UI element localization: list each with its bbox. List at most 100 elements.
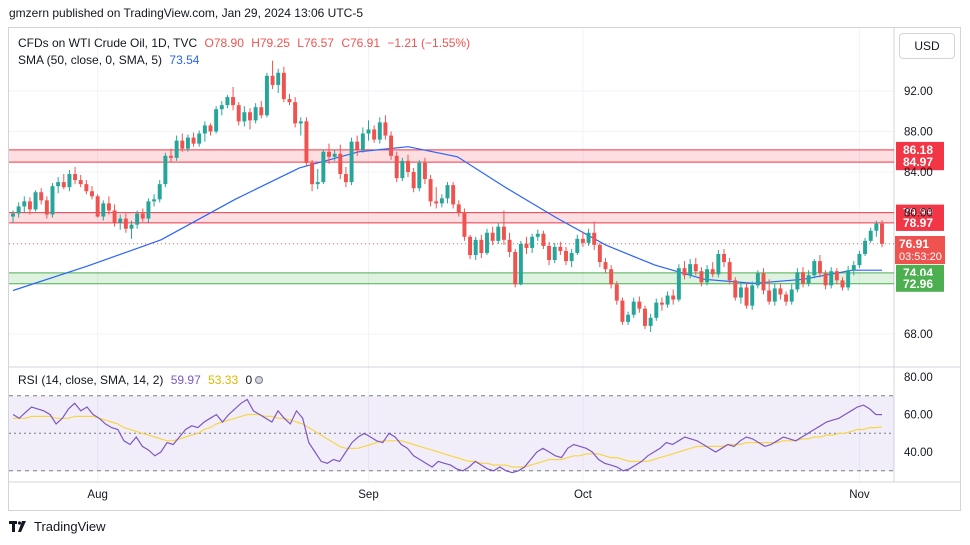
candle-body <box>626 314 631 322</box>
candle <box>191 132 196 147</box>
candle-body <box>11 213 15 217</box>
candle <box>626 311 631 325</box>
candle-body <box>637 301 642 309</box>
candle <box>360 127 365 153</box>
candle-body <box>101 203 106 217</box>
candle-body <box>750 285 755 306</box>
candle-body <box>767 290 772 302</box>
candle <box>349 137 354 186</box>
candle <box>631 297 636 318</box>
candle <box>434 187 439 209</box>
candle <box>784 291 789 306</box>
candle <box>834 268 839 285</box>
candle <box>637 296 642 313</box>
footer: TradingView <box>9 519 106 534</box>
candle-body <box>558 246 563 251</box>
candle <box>84 180 89 195</box>
candle-body <box>281 72 286 100</box>
price-axis-tick-label: 92.00 <box>904 86 933 98</box>
sma-legend: SMA (50, close, 0, SMA, 5) 73.54 <box>18 53 203 67</box>
candle-body <box>253 107 258 121</box>
candle-body <box>507 239 512 252</box>
candle <box>163 152 168 188</box>
candle-body <box>16 206 21 214</box>
candle <box>50 183 55 218</box>
candle <box>665 291 670 308</box>
candle <box>208 123 213 136</box>
candle-body <box>157 184 162 200</box>
candle-body <box>812 261 817 276</box>
candle <box>733 277 738 301</box>
candle <box>27 197 32 215</box>
candle <box>535 229 540 241</box>
candle-body <box>439 198 444 204</box>
candle-body <box>761 273 766 291</box>
zone-price-label-text: 84.97 <box>903 155 933 169</box>
candle-body <box>569 253 574 262</box>
last-price-tag: 76.91 03:53:20 <box>895 236 945 264</box>
candle <box>174 135 179 161</box>
candle <box>406 154 410 178</box>
zone-price-label-bg <box>896 154 944 171</box>
candle <box>287 94 292 106</box>
candle-body <box>22 201 27 207</box>
candle-body <box>631 301 636 315</box>
rsi-axis-tick-label: 80.00 <box>904 372 933 384</box>
candle-body <box>321 151 326 183</box>
candle-body <box>592 232 597 245</box>
candle <box>11 210 15 223</box>
zone-price-label-text: 86.18 <box>903 143 933 157</box>
candle <box>699 267 704 287</box>
time-axis-tick-label: Sep <box>358 489 378 501</box>
candle <box>389 131 394 160</box>
candle <box>693 258 698 276</box>
candle <box>524 236 529 255</box>
candle <box>823 270 828 290</box>
zone-price-label-text: 72.96 <box>903 277 933 291</box>
candle <box>496 222 501 244</box>
candle-body <box>95 196 100 217</box>
candle-body <box>654 302 659 318</box>
candle-body <box>705 269 710 283</box>
candle <box>169 148 173 162</box>
candle <box>468 234 473 260</box>
candle <box>236 102 241 126</box>
sma-value: 73.54 <box>169 53 200 67</box>
candle <box>321 149 326 185</box>
candle <box>129 220 134 239</box>
candle-body <box>445 185 450 199</box>
candle <box>118 214 123 230</box>
candle <box>857 250 862 269</box>
candle <box>146 198 151 223</box>
candle-body <box>327 151 331 157</box>
candle <box>281 66 286 103</box>
countdown-value: 03:53:20 <box>899 251 942 263</box>
candle-body <box>118 218 123 223</box>
candle-body <box>738 287 743 298</box>
candle <box>310 159 315 192</box>
candle-body <box>304 121 309 163</box>
candle-body <box>90 191 94 197</box>
last-price-value: 76.91 <box>899 237 930 251</box>
candle-body <box>152 199 157 202</box>
candle <box>682 261 687 280</box>
candle <box>513 248 518 288</box>
candle-body <box>547 245 552 261</box>
candle <box>101 200 106 221</box>
candle-body <box>383 122 388 136</box>
legend-close: C76.91 <box>341 36 381 50</box>
candle <box>580 231 585 247</box>
candle <box>722 248 726 268</box>
candle <box>56 177 61 194</box>
candle-body <box>242 112 247 122</box>
candle <box>868 227 873 243</box>
candle-body <box>84 184 89 192</box>
rsi-extra-value: 0 <box>245 373 253 387</box>
candle-body <box>857 254 862 266</box>
candle-body <box>496 226 501 241</box>
candle-body <box>214 109 219 132</box>
currency-button[interactable]: USD <box>899 33 955 59</box>
candle-body <box>772 288 777 302</box>
candle-body <box>343 174 348 183</box>
